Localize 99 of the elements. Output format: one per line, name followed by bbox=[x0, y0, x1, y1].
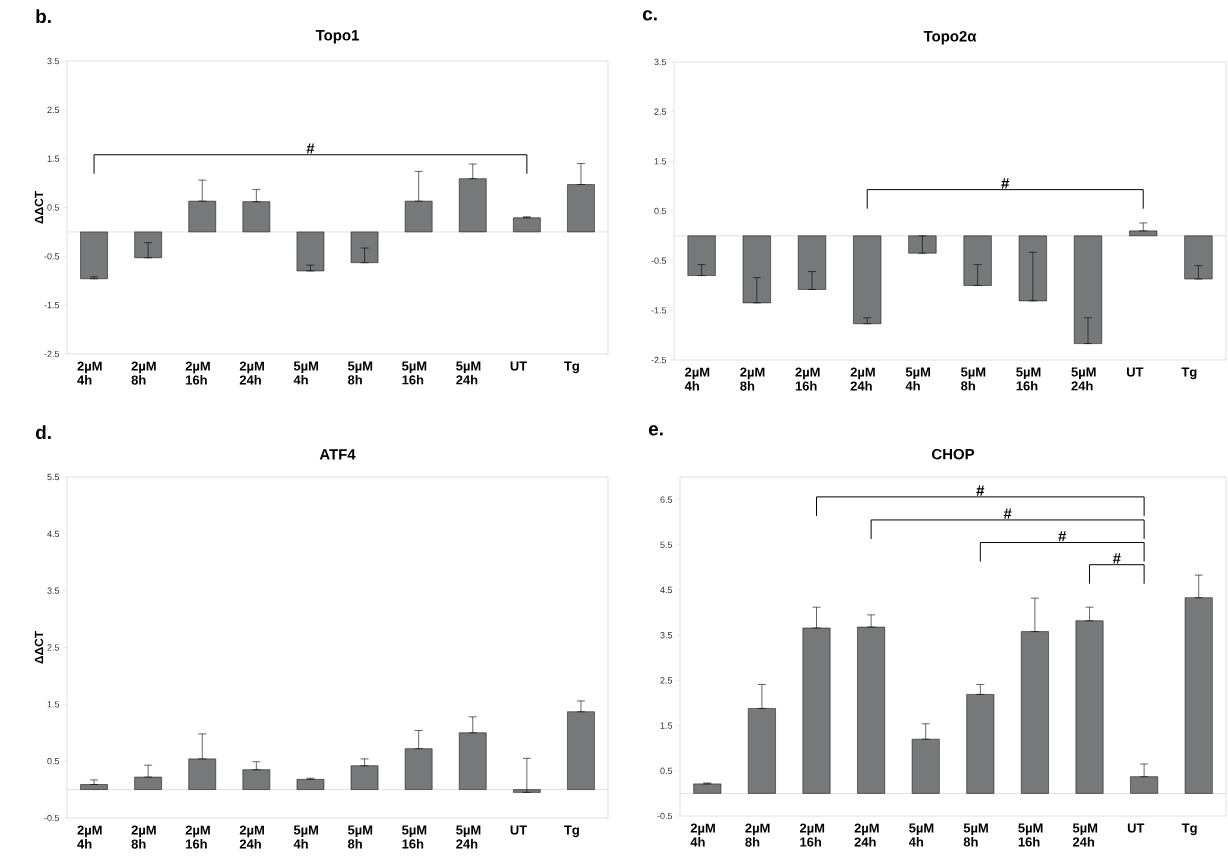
text: e. bbox=[648, 425, 663, 436]
x-tick-label: 5µM 24h bbox=[1071, 367, 1096, 391]
bar bbox=[80, 784, 108, 790]
x-tick-label: 2µM 24h bbox=[854, 823, 879, 847]
x-tick-label: 5µM 8h bbox=[961, 367, 986, 391]
y-tick-label: 1.5 bbox=[660, 722, 673, 729]
x-tick-label: 5µM 16h bbox=[402, 361, 427, 385]
x-tick-label: 2µM 16h bbox=[799, 823, 825, 847]
x-tick-label: 5µM 24h bbox=[456, 825, 481, 849]
annotation: # bbox=[976, 485, 985, 496]
y-tick-label: -0.5 bbox=[651, 257, 667, 264]
x-tick-label: Tg bbox=[564, 825, 579, 838]
x-tick-label: 2µM 8h bbox=[740, 367, 765, 391]
bar bbox=[134, 776, 162, 790]
x-tick-label: 5µM 4h bbox=[293, 825, 319, 849]
x-tick-label: 5µM 24h bbox=[1072, 823, 1098, 847]
y-tick-label: 2.5 bbox=[47, 106, 60, 114]
chart-title: CHOP bbox=[932, 448, 975, 460]
y-tick-label: 6.5 bbox=[660, 496, 673, 503]
bar bbox=[350, 231, 379, 263]
y-tick-label: 0.5 bbox=[47, 757, 60, 765]
y-axis-title: ΔΔCT bbox=[34, 191, 44, 224]
chart-title: Topo2α bbox=[923, 30, 977, 45]
y-tick-label: -1.5 bbox=[44, 302, 60, 309]
bar bbox=[296, 779, 325, 790]
x-tick-label: 2µM 4h bbox=[690, 823, 715, 847]
annotation: # bbox=[1003, 508, 1012, 519]
bar bbox=[188, 758, 217, 790]
y-tick-label: 2.5 bbox=[654, 108, 667, 115]
x-tick-label: 2µM 16h bbox=[185, 825, 210, 849]
x-tick-label: UT bbox=[1127, 823, 1145, 833]
y-tick-label: 0.5 bbox=[660, 767, 673, 774]
y-tick-label: 1.5 bbox=[47, 155, 60, 162]
x-tick-label: UT bbox=[510, 361, 527, 371]
x-tick-label: 2µM 24h bbox=[239, 361, 264, 385]
bar bbox=[857, 626, 886, 794]
x-tick-label: 5µM 4h bbox=[293, 361, 319, 385]
annotation: # bbox=[306, 143, 315, 154]
x-tick-label: 2µM 16h bbox=[185, 361, 210, 385]
y-axis-title: ΔΔCT bbox=[34, 631, 44, 664]
y-tick-label: 3.5 bbox=[660, 632, 673, 639]
annotation: # bbox=[1112, 553, 1121, 564]
y-tick-label: 1.5 bbox=[47, 701, 60, 708]
bar bbox=[134, 231, 162, 259]
text: b. bbox=[36, 9, 51, 24]
x-tick-label: 5µM 16h bbox=[402, 825, 427, 849]
chart-title: ATF4 bbox=[319, 449, 356, 460]
y-tick-label: 3.5 bbox=[654, 58, 667, 66]
x-tick-label: 5µM 8h bbox=[963, 823, 988, 847]
annotation: # bbox=[1058, 531, 1067, 542]
x-tick-label: 5µM 16h bbox=[1016, 367, 1041, 391]
y-tick-label: -2.5 bbox=[44, 350, 60, 358]
text: c. bbox=[642, 10, 657, 21]
y-tick-label: -0.5 bbox=[657, 812, 673, 820]
annotation: # bbox=[1001, 178, 1010, 189]
y-tick-label: -0.5 bbox=[44, 814, 60, 822]
bar bbox=[693, 783, 722, 794]
y-tick-label: 5.5 bbox=[660, 541, 673, 548]
y-tick-label: 0.5 bbox=[47, 204, 60, 211]
x-tick-label: Tg bbox=[1181, 367, 1197, 380]
text: d. bbox=[35, 425, 51, 440]
y-tick-label: 2.5 bbox=[47, 644, 60, 651]
y-tick-label: 0.5 bbox=[654, 207, 667, 215]
x-tick-label: 2µM 4h bbox=[77, 825, 102, 849]
y-tick-label: -2.5 bbox=[651, 356, 667, 364]
x-tick-label: 2µM 8h bbox=[745, 823, 770, 847]
x-tick-label: 2µM 24h bbox=[239, 825, 264, 849]
x-tick-label: 5µM 4h bbox=[908, 823, 934, 847]
bar bbox=[188, 200, 217, 233]
bar bbox=[802, 627, 831, 794]
y-tick-label: -1.5 bbox=[651, 307, 667, 314]
x-tick-label: 2µM 16h bbox=[795, 367, 820, 391]
x-tick-label: 2µM 8h bbox=[131, 361, 156, 385]
x-tick-label: 2µM 8h bbox=[131, 825, 156, 849]
x-tick-label: 5µM 16h bbox=[1018, 823, 1043, 847]
x-tick-label: 5µM 4h bbox=[905, 367, 930, 391]
x-tick-label: Tg bbox=[564, 361, 579, 374]
x-tick-label: 5µM 8h bbox=[347, 825, 373, 849]
x-tick-label: 5µM 24h bbox=[456, 361, 481, 385]
y-tick-label: 3.5 bbox=[47, 587, 60, 594]
x-tick-label: 5µM 8h bbox=[347, 361, 373, 385]
bar bbox=[80, 231, 108, 280]
y-tick-label: -0.5 bbox=[44, 253, 60, 260]
bar bbox=[513, 217, 541, 233]
y-tick-label: 3.5 bbox=[47, 57, 60, 65]
y-tick-label: 2.5 bbox=[660, 677, 673, 684]
y-tick-label: 4.5 bbox=[47, 530, 60, 537]
bar bbox=[404, 200, 433, 233]
y-tick-label: 4.5 bbox=[660, 586, 673, 594]
x-tick-label: 2µM 4h bbox=[684, 367, 710, 391]
x-tick-label: 2µM 4h bbox=[77, 361, 102, 385]
bar bbox=[296, 231, 325, 272]
x-tick-label: UT bbox=[510, 825, 527, 835]
chart-title: Topo1 bbox=[315, 30, 359, 44]
y-tick-label: 1.5 bbox=[654, 158, 667, 165]
x-tick-label: 2µM 24h bbox=[850, 367, 875, 391]
y-tick-label: 5.5 bbox=[47, 473, 60, 481]
x-tick-label: UT bbox=[1127, 367, 1144, 377]
x-tick-label: Tg bbox=[1181, 823, 1197, 836]
